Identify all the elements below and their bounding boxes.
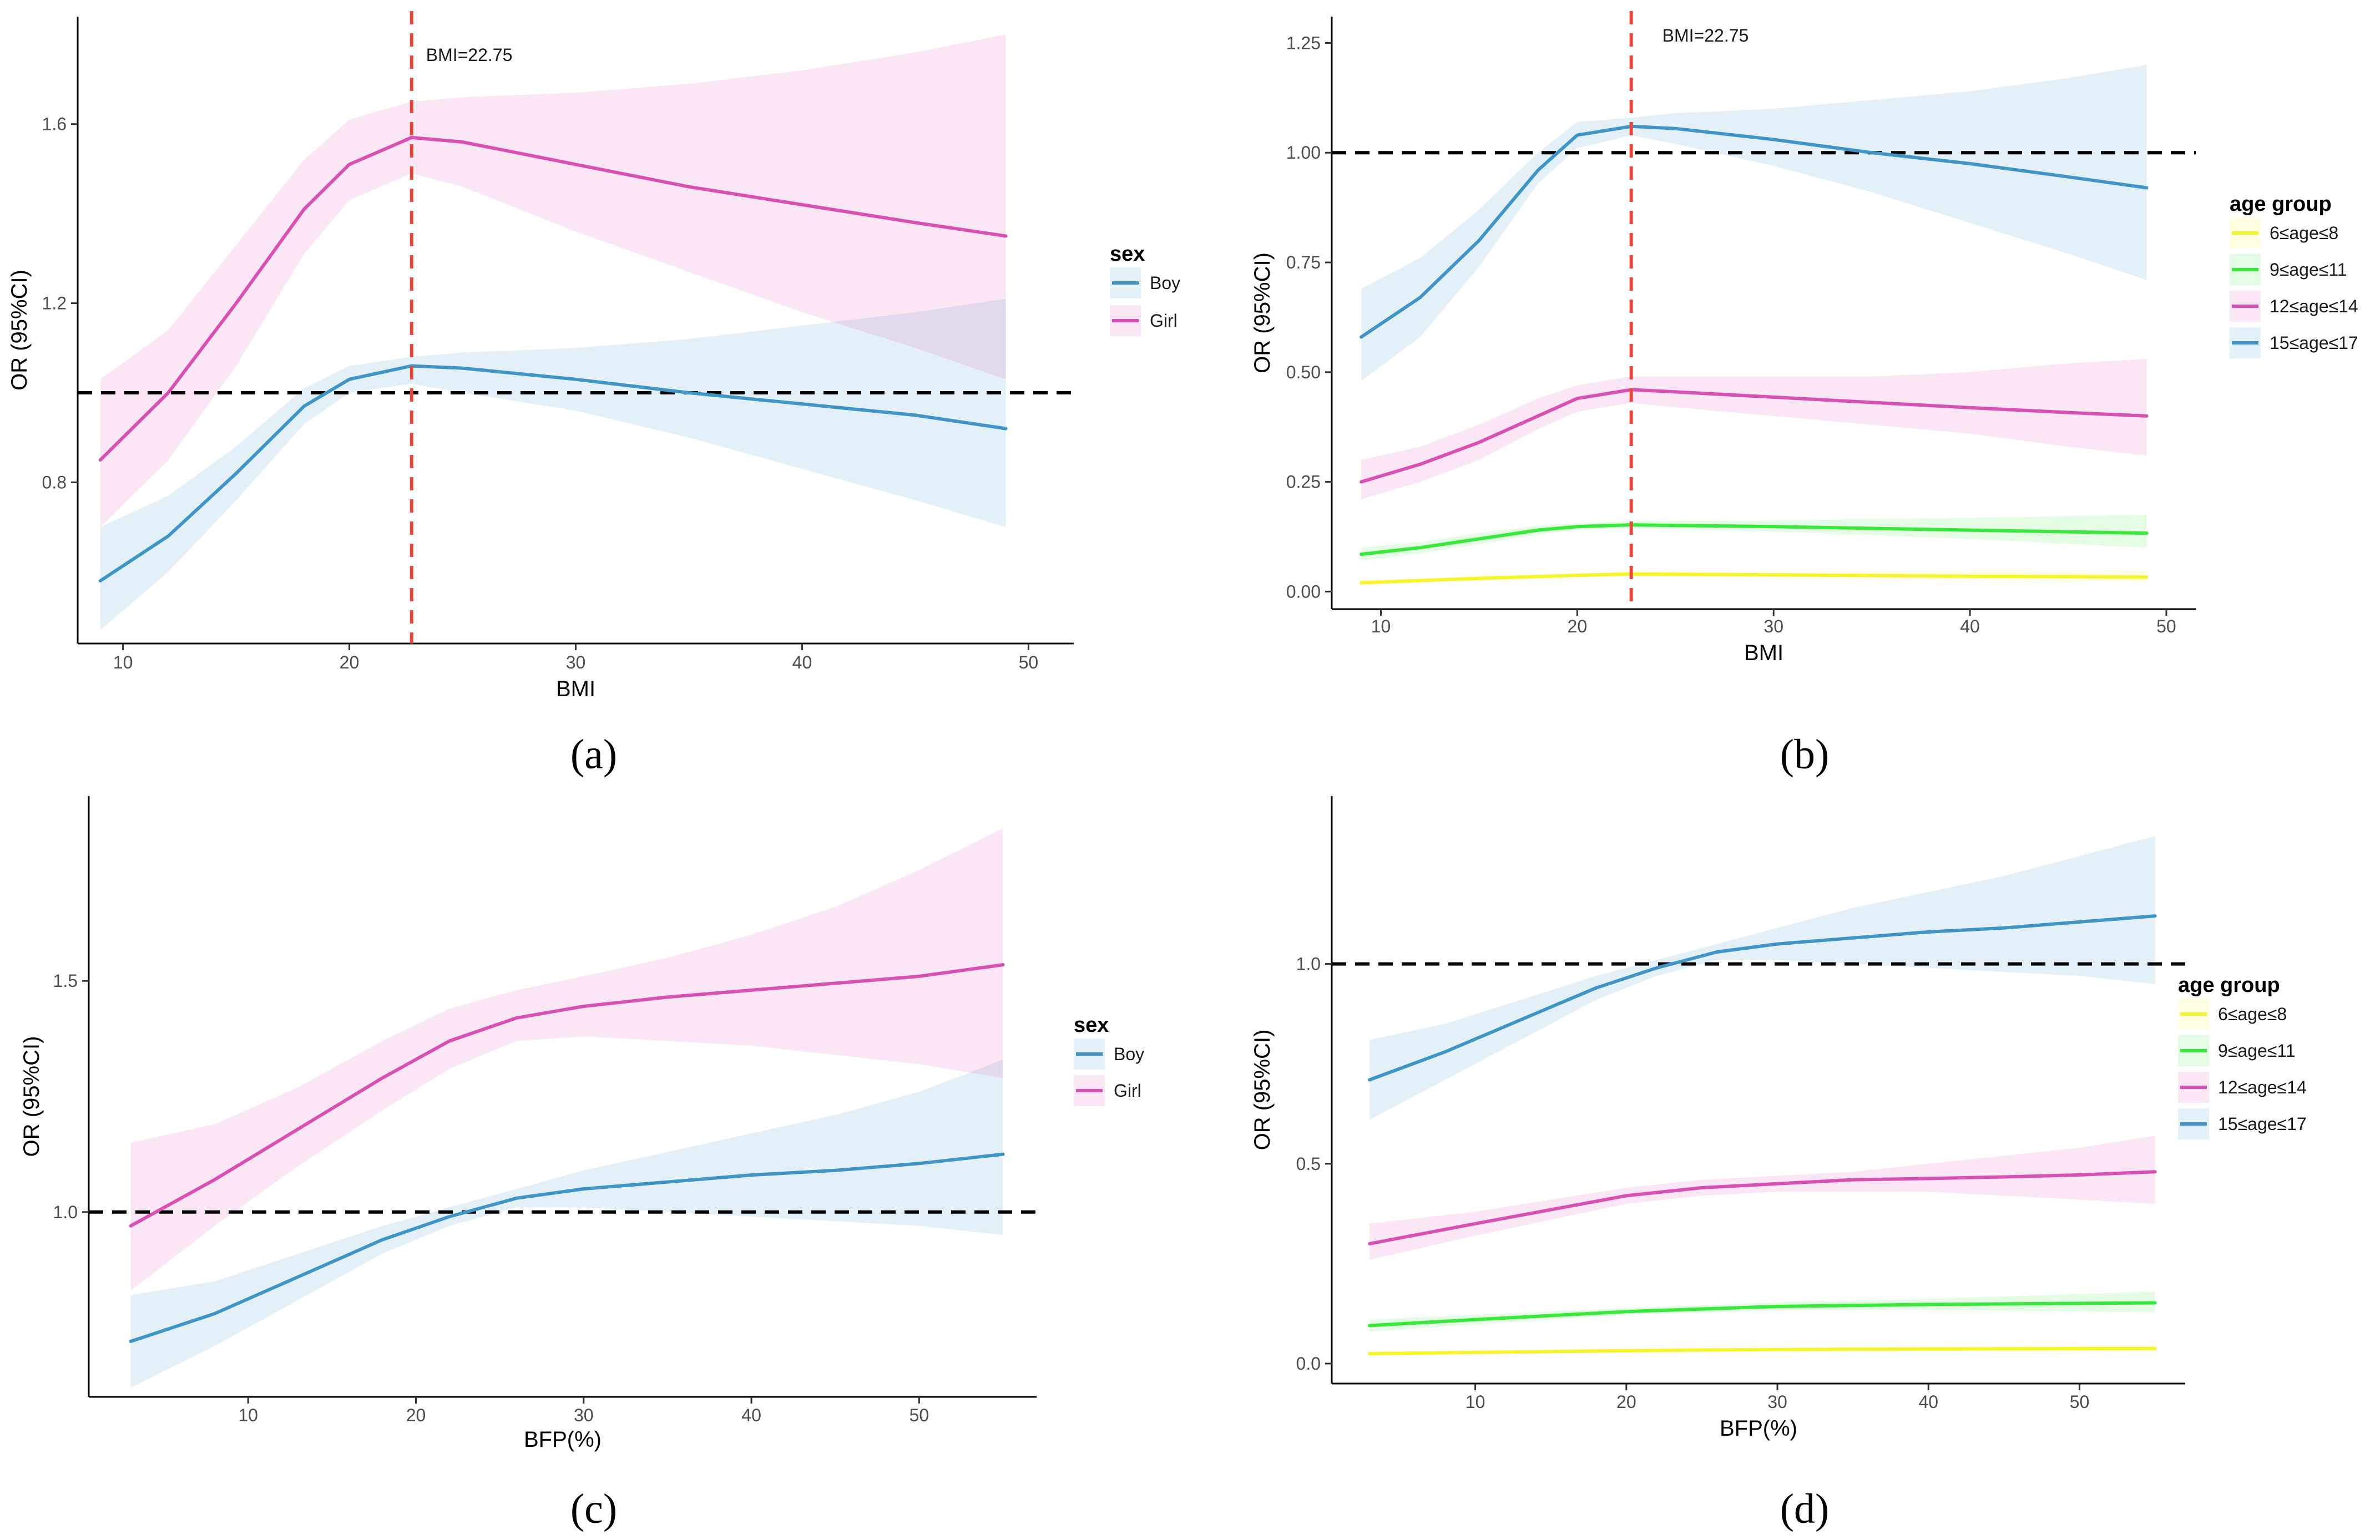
x-axis-label: BMI xyxy=(1744,641,1783,665)
x-axis-label: BMI xyxy=(556,677,595,701)
y-tick-label: 0.8 xyxy=(42,472,67,492)
panel-caption: (c) xyxy=(570,1486,617,1532)
x-tick-label: 40 xyxy=(1918,1392,1938,1412)
cutoff-annotation: BMI=22.75 xyxy=(1663,26,1749,45)
ci-band-2 xyxy=(1370,1136,2155,1260)
ci-band-1 xyxy=(100,34,1006,528)
series-line-1 xyxy=(1368,1301,2157,1328)
legend-label: 15≤age≤17 xyxy=(2218,1114,2307,1134)
legend-label: 6≤age≤8 xyxy=(2270,223,2338,243)
x-tick-label: 30 xyxy=(1763,616,1783,636)
series-line-2 xyxy=(1360,388,2149,484)
y-tick-label: 1.6 xyxy=(42,114,67,134)
legend-title: age group xyxy=(2178,974,2280,997)
ci-band-0 xyxy=(130,1059,1003,1388)
x-tick-label: 20 xyxy=(406,1405,426,1425)
x-tick-label: 10 xyxy=(113,652,133,672)
y-tick-label: 0.25 xyxy=(1286,472,1321,492)
x-tick-label: 30 xyxy=(1767,1392,1787,1412)
x-tick-label: 50 xyxy=(909,1405,929,1425)
series-line-0 xyxy=(129,1152,1005,1343)
x-tick-label: 10 xyxy=(238,1405,258,1425)
x-axis-label: BFP(%) xyxy=(524,1427,602,1452)
series-line-1 xyxy=(1360,523,2149,556)
y-tick-label: 0.5 xyxy=(1296,1154,1321,1174)
ci-band-1 xyxy=(130,828,1003,1291)
legend-label: Girl xyxy=(1114,1081,1141,1101)
y-axis-label: OR (95%CI) xyxy=(7,270,32,391)
x-tick-label: 30 xyxy=(566,652,586,672)
y-axis-label: OR (95%CI) xyxy=(1250,252,1275,373)
x-tick-label: 50 xyxy=(1019,652,1039,672)
x-tick-label: 30 xyxy=(574,1405,594,1425)
panel-caption: (b) xyxy=(1780,731,1830,778)
x-tick-label: 40 xyxy=(741,1405,761,1425)
panel-a: 0.8 1.2 1.6 10 20 30 40 50 BMI OR (95%CI) BMI=22.7… xyxy=(7,11,1180,778)
panel-caption: (a) xyxy=(570,731,617,778)
ci-band-0 xyxy=(100,298,1006,630)
panel-d: 0.0 0.5 1.0 10 20 30 40 50 BFP(%) OR (95%CI) age g… xyxy=(1250,796,2307,1532)
x-tick-label: 20 xyxy=(1568,616,1588,636)
x-tick-label: 40 xyxy=(792,652,812,672)
ci-band-3 xyxy=(1361,65,2147,381)
x-tick-label: 50 xyxy=(2156,616,2176,636)
x-tick-label: 20 xyxy=(340,652,360,672)
x-tick-label: 10 xyxy=(1371,616,1391,636)
panel-b: 0.00 0.25 0.50 0.75 1.00 1.25 10 20 30 40 50 BMI OR … xyxy=(1250,11,2358,778)
legend-title: sex xyxy=(1074,1014,1109,1037)
series-line-1 xyxy=(129,963,1005,1228)
legend-label: 6≤age≤8 xyxy=(2218,1004,2287,1024)
y-axis-label: OR (95%CI) xyxy=(1250,1030,1275,1151)
y-tick-label: 1.0 xyxy=(53,1202,78,1222)
y-tick-label: 1.00 xyxy=(1286,143,1321,163)
y-tick-label: 0.00 xyxy=(1286,581,1321,601)
x-tick-label: 50 xyxy=(2070,1392,2090,1412)
series-line-3 xyxy=(1368,914,2157,1082)
x-axis-label: BFP(%) xyxy=(1720,1416,1797,1441)
x-tick-label: 10 xyxy=(1466,1392,1485,1412)
x-tick-label: 40 xyxy=(1960,616,1980,636)
y-tick-label: 1.25 xyxy=(1286,33,1321,53)
legend-label: 15≤age≤17 xyxy=(2270,333,2358,353)
legend-title: sex xyxy=(1110,242,1145,266)
legend-label: Boy xyxy=(1150,273,1180,293)
legend-label: 12≤age≤14 xyxy=(2270,296,2358,316)
series-line-2 xyxy=(1368,1170,2157,1245)
legend-label: Boy xyxy=(1114,1044,1144,1064)
series-line-1 xyxy=(98,135,1008,462)
legend-label: 12≤age≤14 xyxy=(2218,1077,2307,1097)
legend-label: 9≤age≤11 xyxy=(2270,260,2347,280)
ci-band-1 xyxy=(1361,514,2147,561)
ci-band-3 xyxy=(1370,836,2155,1120)
y-tick-label: 1.2 xyxy=(42,293,67,313)
y-tick-label: 0.75 xyxy=(1286,252,1321,272)
ci-band-1 xyxy=(1370,1291,2155,1332)
y-tick-label: 0.50 xyxy=(1286,362,1321,382)
series-line-3 xyxy=(1360,124,2149,339)
cutoff-annotation: BMI=22.75 xyxy=(426,45,513,65)
legend-label: Girl xyxy=(1150,311,1178,331)
y-axis-label: OR (95%CI) xyxy=(19,1036,44,1157)
legend-title: age group xyxy=(2230,192,2332,216)
y-tick-label: 0.0 xyxy=(1296,1354,1321,1374)
legend-label: 9≤age≤11 xyxy=(2218,1041,2296,1061)
y-tick-label: 1.5 xyxy=(53,971,78,991)
y-tick-label: 1.0 xyxy=(1296,954,1321,974)
series-line-0 xyxy=(98,364,1008,582)
ci-band-2 xyxy=(1361,359,2147,500)
x-tick-label: 20 xyxy=(1616,1392,1636,1412)
series-line-0 xyxy=(1368,1346,2157,1355)
panel-caption: (d) xyxy=(1780,1486,1830,1532)
